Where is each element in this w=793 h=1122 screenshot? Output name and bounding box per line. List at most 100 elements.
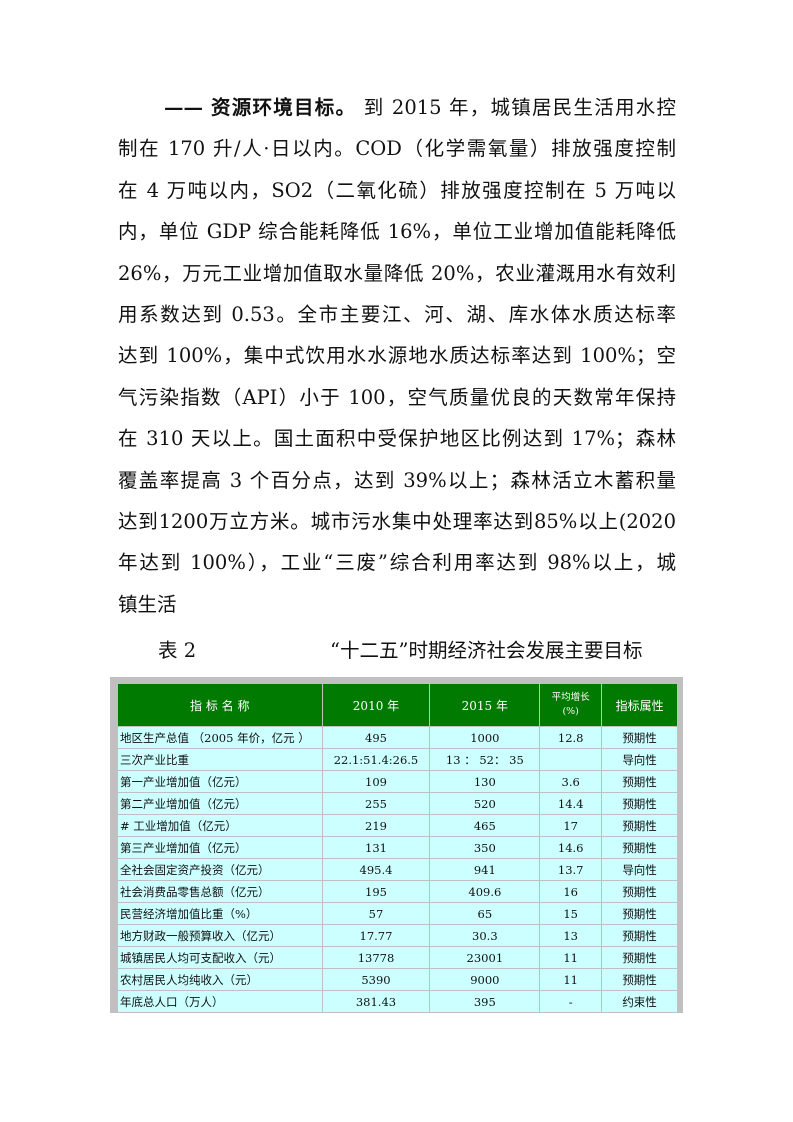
value-2015-cell: 350 [429,836,541,859]
table-row: 三次产业比重 22.1:51.4:26.5 13 ： 52： 35 导向性 [117,748,678,771]
paragraph-line: 制在 170 升/人·日以内。COD（化学需氧量）排放强度控制 [118,137,676,161]
value-2010-cell: 255 [321,792,431,815]
growth-cell: 11 [539,946,603,969]
growth-cell: 15 [539,902,603,925]
table-header-row: 指 标 名 称 2010 年 2015 年 平均增长 (%) 指标属性 [117,683,678,727]
value-2010-cell: 5390 [321,968,431,991]
indicator-cell: 第一产业增加值（亿元） [117,770,323,793]
attribute-cell: 预期性 [601,902,678,925]
growth-cell: 17 [539,814,603,837]
indicator-cell: 年底总人口（万人） [117,990,323,1013]
table-row: 年底总人口（万人） 381.43 395- 约束性 [117,990,678,1013]
attribute-cell: 预期性 [601,946,678,969]
paragraph-line: 在 4 万吨以内，SO2（二氧化硫）排放强度控制在 5 万吨以 [118,178,676,202]
value-2010-cell: 495.4 [321,858,431,881]
growth-cell: 13 [539,924,603,947]
attribute-cell: 预期性 [601,968,678,991]
table-row: 第二产业增加值（亿元） 255 520 14.4 预期性 [117,792,678,815]
indicator-cell: 三次产业比重 [117,748,323,771]
value-2015-cell: 30.3 [429,924,541,947]
growth-cell: 11 [539,968,603,991]
growth-cell: 12.8 [539,726,603,749]
indicator-cell: 城镇居民人均可支配收入（元） [117,946,323,969]
value-2015-cell: 520 [429,792,541,815]
attribute-cell: 预期性 [601,726,678,749]
indicator-cell: 地区生产总值 （2005 年价，亿元 ） [117,726,323,749]
value-2015-cell: 395 [429,990,541,1013]
paragraph-line: 镇生活 [118,592,177,616]
paragraph-line: —— 资源环境目标。 到 2015 年，城镇居民生活用水控 [164,96,676,119]
table-row: 地方财政一般预算收入（亿元） 17.77 30.3 13 预期性 [117,924,678,947]
growth-cell [539,748,603,771]
header-2015: 2015 年 [429,683,541,727]
value-2010-cell: 495 [321,726,431,749]
indicator-cell: 第三产业增加值（亿元） [117,836,323,859]
value-2015-cell: 409.6 [429,880,541,903]
value-2015-cell: 9000 [429,968,541,991]
section-heading: —— 资源环境目标。 [164,96,357,119]
value-2010-cell: 13778 [321,946,431,969]
growth-cell: - [539,990,603,1013]
indicator-cell: # 工业增加值（亿元） [117,814,323,837]
body-paragraph: —— 资源环境目标。 到 2015 年，城镇居民生活用水控 制在 170 升/人… [118,87,676,625]
attribute-cell: 预期性 [601,770,678,793]
value-2015-cell: 130 [429,770,541,793]
attribute-cell: 导向性 [601,858,678,881]
table-row: 民营经济增加值比重（%） 57 65 15 预期性 [117,902,678,925]
table-row: 城镇居民人均可支配收入（元） 13778 23001 11 预期性 [117,946,678,969]
value-2010-cell: 219 [321,814,431,837]
paragraph-line: 覆盖率提高 3 个百分点，达到 39%以上；森林活立木蓄积量 [118,468,676,492]
table-row: 农村居民人均纯收入（元） 5390 9000 11 预期性 [117,968,678,991]
header-indicator: 指 标 名 称 [117,683,323,727]
attribute-cell: 预期性 [601,924,678,947]
targets-table: 指 标 名 称 2010 年 2015 年 平均增长 (%) 指标属性 地区生产总… [117,683,678,1013]
paragraph-line: 26%，万元工业增加值取水量降低 20%，农业灌溉用水有效利 [118,261,676,285]
indicator-cell: 全社会固定资产投资（亿元） [117,858,323,881]
growth-cell: 14.6 [539,836,603,859]
indicator-cell: 农村居民人均纯收入（元） [117,968,323,991]
paragraph-line: 内，单位 GDP 综合能耗降低 16%，单位工业增加值能耗降低 [118,220,676,244]
growth-cell: 14.4 [539,792,603,815]
value-2015-cell: 465 [429,814,541,837]
table-row: 地区生产总值 （2005 年价，亿元 ） 495 1000 12.8 预期性 [117,726,678,749]
indicator-cell: 社会消费品零售总额（亿元） [117,880,323,903]
value-2010-cell: 381.43 [321,990,431,1013]
growth-cell: 16 [539,880,603,903]
paragraph-line: 用系数达到 0.53。全市主要江、河、湖、库水体水质达标率 [118,302,676,326]
value-2010-cell: 57 [321,902,431,925]
growth-cell: 3.6 [539,770,603,793]
value-2015-cell: 65 [429,902,541,925]
attribute-cell: 约束性 [601,990,678,1013]
table-row: 社会消费品零售总额（亿元） 195 409.6 16 预期性 [117,880,678,903]
attribute-cell: 预期性 [601,792,678,815]
paragraph-line: 气污染指数（API）小于 100，空气质量优良的天数常年保持 [118,385,676,409]
table-row: # 工业增加值（亿元） 219 465 17 预期性 [117,814,678,837]
header-2010: 2010 年 [321,683,431,727]
value-2015-cell: 13 ： 52： 35 [429,748,541,771]
paragraph-line: 在 310 天以上。国土面积中受保护地区比例达到 17%；森林 [118,427,676,451]
table-row: 第一产业增加值（亿元） 109 130 3.6 预期性 [117,770,678,793]
attribute-cell: 预期性 [601,814,678,837]
paragraph-line: 达到 100%，集中式饮用水水源地水质达标率达到 100%；空 [118,344,676,368]
attribute-cell: 预期性 [601,880,678,903]
table-row: 第三产业增加值（亿元） 131 350 14.6 预期性 [117,836,678,859]
indicator-cell: 民营经济增加值比重（%） [117,902,323,925]
table-row: 全社会固定资产投资（亿元） 495.4 941 13.7 导向性 [117,858,678,881]
value-2015-cell: 23001 [429,946,541,969]
paragraph-line: 达到1200万立方米。城市污水集中处理率达到85%以上(2020 [118,509,676,533]
attribute-cell: 预期性 [601,836,678,859]
paragraph-line: 年达到 100%），工业“三废”综合利用率达到 98%以上，城 [118,551,676,575]
attribute-cell: 导向性 [601,748,678,771]
header-attribute: 指标属性 [601,683,678,727]
indicator-cell: 地方财政一般预算收入（亿元） [117,924,323,947]
indicator-cell: 第二产业增加值（亿元） [117,792,323,815]
value-2010-cell: 195 [321,880,431,903]
table-title: “十二五”时期经济社会发展主要目标 [330,639,643,662]
value-2010-cell: 22.1:51.4:26.5 [321,748,431,771]
value-2010-cell: 131 [321,836,431,859]
value-2010-cell: 17.77 [321,924,431,947]
value-2015-cell: 1000 [429,726,541,749]
value-2010-cell: 109 [321,770,431,793]
growth-cell: 13.7 [539,858,603,881]
table-label: 表 2 [158,639,197,662]
